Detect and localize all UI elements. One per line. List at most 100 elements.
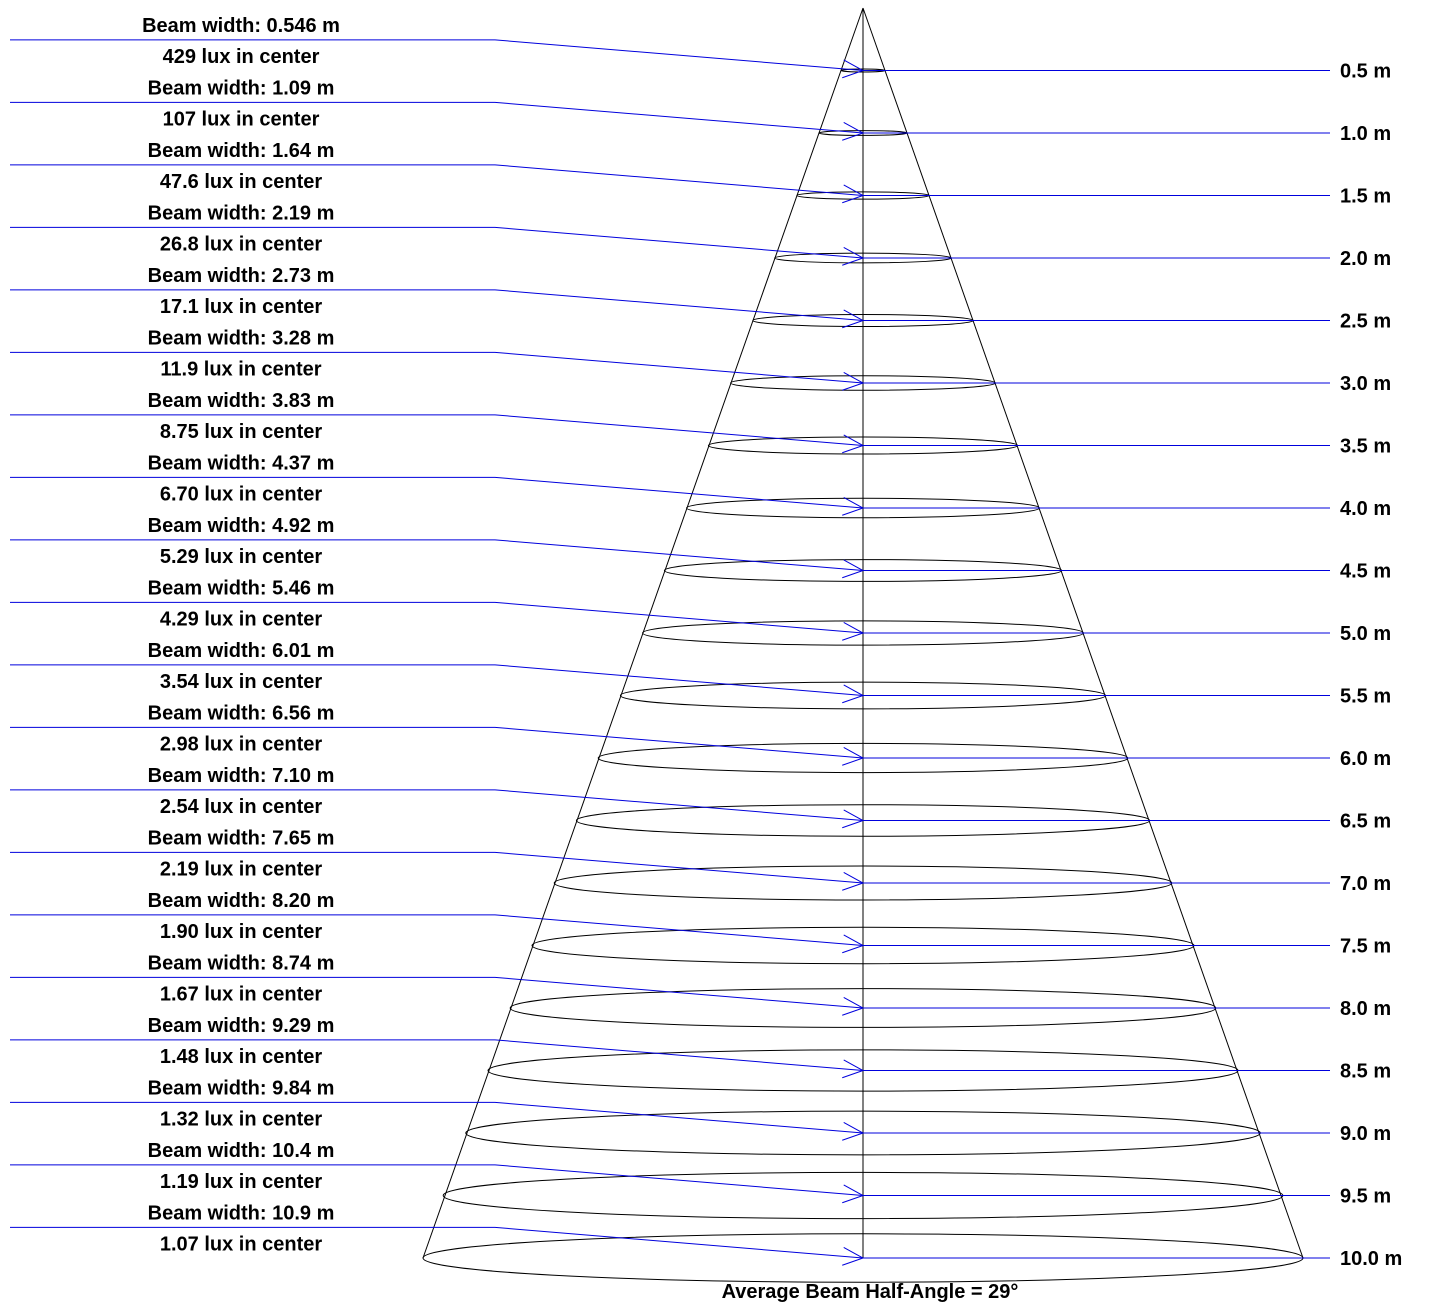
beam-width-label: Beam width: 3.28 m: [148, 327, 335, 349]
arrowhead: [842, 59, 865, 79]
beam-level: Beam width: 6.56 m 2.98 lux in center 6.0 …: [10, 702, 1391, 774]
lux-center-label: 26.8 lux in center: [160, 233, 323, 255]
arrowhead: [842, 371, 865, 391]
distance-label: 4.5 m: [1340, 561, 1391, 583]
distance-label: 3.5 m: [1340, 436, 1391, 458]
distance-label: 3.0 m: [1340, 373, 1391, 395]
distance-label: 8.0 m: [1340, 998, 1391, 1020]
annotation-leader-line: [10, 1101, 864, 1134]
beam-level: Beam width: 8.74 m 1.67 lux in center 8.0 …: [10, 952, 1391, 1028]
lux-center-label: 107 lux in center: [163, 108, 320, 130]
distance-label: 7.5 m: [1340, 936, 1391, 958]
beam-width-label: Beam width: 7.10 m: [148, 765, 335, 787]
beam-level: Beam width: 8.20 m 1.90 lux in center 7.5 …: [10, 890, 1391, 965]
annotation-leader-line: [10, 664, 864, 696]
annotation-leader-line: [10, 789, 864, 821]
beam-width-label: Beam width: 0.546 m: [142, 15, 340, 37]
arrowhead: [842, 246, 865, 266]
annotation-leader-line: [10, 1226, 864, 1259]
beam-level: Beam width: 7.65 m 2.19 lux in center 7.0 …: [10, 827, 1391, 901]
arrowhead: [842, 934, 865, 954]
distance-label: 5.0 m: [1340, 623, 1391, 645]
beam-level: Beam width: 3.83 m 8.75 lux in center 3.5 …: [10, 390, 1391, 458]
lux-center-label: 11.9 lux in center: [160, 358, 321, 380]
annotation-leader-line: [10, 726, 864, 759]
annotation-leader-line: [10, 351, 864, 384]
distance-label: 1.5 m: [1340, 186, 1391, 208]
distance-label: 4.0 m: [1340, 498, 1391, 520]
arrowhead: [842, 496, 865, 516]
arrowhead: [842, 434, 865, 454]
lux-center-label: 1.48 lux in center: [160, 1046, 323, 1068]
beam-width-label: Beam width: 4.37 m: [148, 452, 335, 474]
beam-level: Beam width: 4.92 m 5.29 lux in center 4.5 …: [10, 515, 1391, 583]
beam-level: Beam width: 10.9 m 1.07 lux in center 10.0…: [10, 1202, 1402, 1283]
arrowhead: [842, 121, 865, 141]
beam-width-label: Beam width: 4.92 m: [148, 515, 335, 537]
distance-label: 6.0 m: [1340, 748, 1391, 770]
beam-levels: Beam width: 0.546 m 429 lux in center 0.5 …: [10, 15, 1402, 1283]
annotation-leader-line: [10, 976, 864, 1009]
lux-center-label: 2.54 lux in center: [160, 796, 323, 818]
arrowhead: [842, 1059, 865, 1079]
arrowhead: [842, 184, 865, 204]
distance-label: 9.0 m: [1340, 1123, 1391, 1145]
lux-center-label: 1.90 lux in center: [160, 921, 323, 943]
lux-center-label: 429 lux in center: [163, 46, 320, 68]
distance-label: 2.5 m: [1340, 311, 1391, 333]
annotation-leader-line: [10, 476, 864, 509]
distance-label: 7.0 m: [1340, 873, 1391, 895]
beam-width-label: Beam width: 9.84 m: [148, 1077, 335, 1099]
beam-level: Beam width: 4.37 m 6.70 lux in center 4.0 …: [10, 452, 1391, 520]
arrowhead: [842, 746, 865, 766]
beam-width-label: Beam width: 5.46 m: [148, 577, 335, 599]
beam-width-label: Beam width: 6.01 m: [148, 640, 335, 662]
annotation-leader-line: [10, 601, 864, 634]
lux-center-label: 47.6 lux in center: [160, 171, 323, 193]
beam-level: Beam width: 1.64 m 47.6 lux in center 1.5 …: [10, 140, 1391, 208]
beam-width-label: Beam width: 7.65 m: [148, 827, 335, 849]
arrowhead: [842, 684, 865, 704]
annotation-leader-line: [10, 1164, 864, 1196]
beam-level: Beam width: 6.01 m 3.54 lux in center 5.5 …: [10, 640, 1391, 710]
beam-width-label: Beam width: 8.20 m: [148, 890, 335, 912]
lux-center-label: 17.1 lux in center: [160, 296, 323, 318]
lux-center-label: 5.29 lux in center: [160, 546, 323, 568]
lux-center-label: 1.19 lux in center: [160, 1171, 323, 1193]
distance-label: 0.5 m: [1340, 61, 1391, 83]
distance-label: 9.5 m: [1340, 1186, 1391, 1208]
annotation-leader-line: [10, 851, 864, 884]
arrowhead: [842, 996, 865, 1016]
half-angle-caption: Average Beam Half-Angle = 29°: [722, 1281, 1019, 1303]
arrowhead: [842, 809, 865, 829]
beam-width-label: Beam width: 2.19 m: [148, 202, 335, 224]
annotation-leader-line: [10, 39, 864, 71]
beam-level: Beam width: 1.09 m 107 lux in center 1.0 m: [10, 77, 1391, 145]
annotation-leader-line: [10, 101, 864, 134]
beam-width-label: Beam width: 6.56 m: [148, 702, 335, 724]
lux-center-label: 8.75 lux in center: [160, 421, 323, 443]
beam-level: Beam width: 7.10 m 2.54 lux in center 6.5 …: [10, 765, 1391, 837]
beam-width-label: Beam width: 1.09 m: [148, 77, 335, 99]
distance-label: 5.5 m: [1340, 686, 1391, 708]
beam-level: Beam width: 0.546 m 429 lux in center 0.5 …: [10, 15, 1391, 83]
arrowhead: [842, 871, 865, 891]
beam-level: Beam width: 2.73 m 17.1 lux in center 2.5 …: [10, 265, 1391, 333]
arrowhead: [842, 309, 865, 329]
annotation-leader-line: [10, 289, 864, 321]
lux-center-label: 1.67 lux in center: [160, 983, 323, 1005]
lux-center-label: 2.19 lux in center: [160, 858, 323, 880]
beam-width-label: Beam width: 3.83 m: [148, 390, 335, 412]
lux-center-label: 1.32 lux in center: [160, 1108, 323, 1130]
annotation-leader-line: [10, 539, 864, 571]
annotation-leader-line: [10, 164, 864, 196]
distance-label: 1.0 m: [1340, 123, 1391, 145]
beam-width-label: Beam width: 2.73 m: [148, 265, 335, 287]
lux-center-label: 6.70 lux in center: [160, 483, 323, 505]
beam-level: Beam width: 9.84 m 1.32 lux in center 9.0 …: [10, 1077, 1391, 1156]
beam-width-label: Beam width: 9.29 m: [148, 1015, 335, 1037]
lux-center-label: 1.07 lux in center: [160, 1233, 323, 1255]
lux-center-label: 3.54 lux in center: [160, 671, 323, 693]
annotation-leader-line: [10, 1039, 864, 1071]
